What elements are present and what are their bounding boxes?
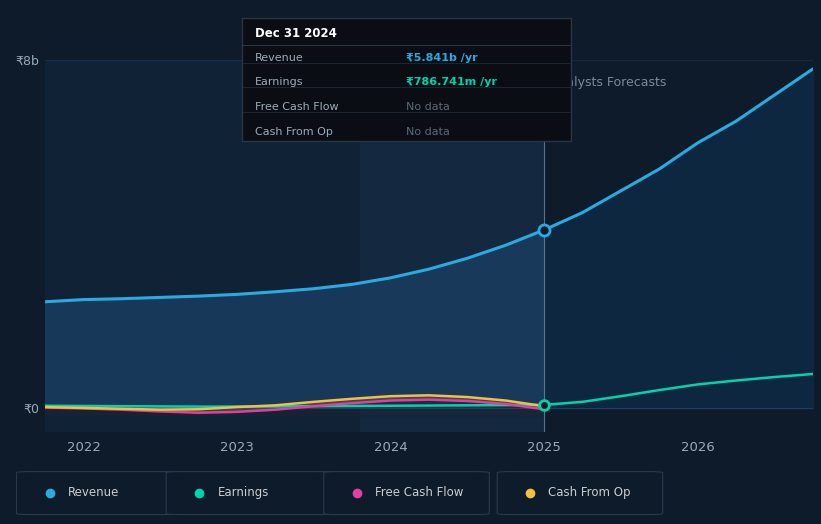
Text: No data: No data xyxy=(406,102,450,112)
Text: Earnings: Earnings xyxy=(218,486,268,499)
Text: Cash From Op: Cash From Op xyxy=(548,486,631,499)
FancyBboxPatch shape xyxy=(16,472,182,515)
Text: ₹786.741m /yr: ₹786.741m /yr xyxy=(406,78,498,88)
Bar xyxy=(45,60,544,432)
Text: Free Cash Flow: Free Cash Flow xyxy=(255,102,339,112)
FancyBboxPatch shape xyxy=(498,472,663,515)
Bar xyxy=(544,60,813,432)
FancyBboxPatch shape xyxy=(166,472,332,515)
Text: No data: No data xyxy=(406,127,450,137)
Text: ₹5.841b /yr: ₹5.841b /yr xyxy=(406,53,478,63)
Text: Revenue: Revenue xyxy=(67,486,119,499)
FancyBboxPatch shape xyxy=(323,472,489,515)
Text: Analysts Forecasts: Analysts Forecasts xyxy=(550,76,667,89)
Text: Earnings: Earnings xyxy=(255,78,304,88)
Text: Past: Past xyxy=(511,76,538,89)
Text: Cash From Op: Cash From Op xyxy=(255,127,333,137)
Text: Dec 31 2024: Dec 31 2024 xyxy=(255,27,337,40)
Text: Free Cash Flow: Free Cash Flow xyxy=(375,486,463,499)
Bar xyxy=(360,60,544,432)
Text: Revenue: Revenue xyxy=(255,53,304,63)
